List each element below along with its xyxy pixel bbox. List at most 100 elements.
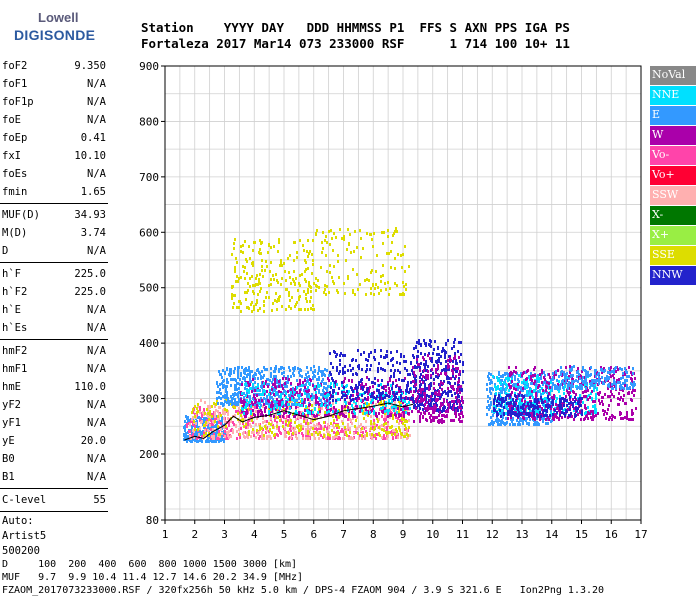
echo-point: [197, 403, 199, 406]
echo-point: [296, 401, 298, 404]
echo-point: [420, 412, 422, 415]
echo-point: [323, 386, 325, 389]
echo-point: [300, 308, 302, 311]
echo-point: [424, 398, 426, 401]
echo-point: [392, 414, 394, 417]
echo-point: [365, 358, 367, 361]
echo-point: [305, 268, 307, 271]
echo-point: [445, 392, 447, 395]
echo-point: [435, 368, 437, 371]
echo-point: [507, 410, 509, 413]
echo-point: [345, 402, 347, 405]
echo-point: [196, 420, 198, 423]
echo-point: [349, 418, 351, 421]
echo-point: [356, 273, 358, 276]
echo-point: [298, 431, 300, 434]
echo-point: [333, 232, 335, 235]
echo-point: [292, 372, 294, 375]
echo-point: [252, 403, 254, 406]
echo-point: [184, 429, 186, 432]
echo-point: [324, 400, 326, 403]
echo-point: [550, 409, 552, 412]
echo-point: [630, 371, 632, 374]
echo-point: [387, 383, 389, 386]
echo-point: [255, 399, 257, 402]
echo-point: [422, 408, 424, 411]
echo-point: [296, 301, 298, 304]
echo-point: [259, 290, 261, 293]
echo-point: [409, 388, 411, 391]
echo-point: [248, 419, 250, 422]
echo-point: [320, 434, 322, 437]
echo-point: [270, 283, 272, 286]
echo-point: [513, 370, 515, 373]
echo-point: [324, 284, 326, 287]
echo-point: [356, 390, 358, 393]
echo-point: [444, 356, 446, 359]
echo-point: [419, 407, 421, 410]
echo-point: [609, 369, 611, 372]
echo-point: [278, 299, 280, 302]
echo-point: [488, 408, 490, 411]
echo-point: [437, 373, 439, 376]
echo-point: [225, 388, 227, 391]
echo-point: [381, 231, 383, 234]
echo-point: [358, 425, 360, 428]
echo-point: [413, 390, 415, 393]
echo-point: [454, 412, 456, 415]
echo-point: [388, 252, 390, 255]
echo-point: [454, 355, 456, 358]
echo-point: [524, 400, 526, 403]
echo-point: [436, 404, 438, 407]
echo-point: [542, 420, 544, 423]
echo-point: [209, 413, 211, 416]
echo-point: [362, 247, 364, 250]
echo-point: [224, 385, 226, 388]
echo-point: [550, 412, 552, 415]
echo-point: [323, 391, 325, 394]
echo-point: [345, 411, 347, 414]
echo-point: [307, 422, 309, 425]
echo-point: [361, 409, 363, 412]
echo-point: [420, 343, 422, 346]
echo-point: [336, 289, 338, 292]
echo-point: [410, 362, 412, 365]
echo-point: [234, 294, 236, 297]
echo-point: [518, 386, 520, 389]
echo-point: [424, 386, 426, 389]
echo-point: [341, 428, 343, 431]
echo-point: [631, 391, 633, 394]
echo-point: [375, 412, 377, 415]
echo-point: [380, 280, 382, 283]
echo-point: [518, 380, 520, 383]
echo-point: [391, 433, 393, 436]
echo-point: [569, 406, 571, 409]
echo-point: [215, 403, 217, 406]
echo-point: [398, 400, 400, 403]
echo-point: [318, 403, 320, 406]
echo-point: [437, 376, 439, 379]
echo-point: [595, 408, 597, 411]
echo-point: [301, 375, 303, 378]
echo-point: [190, 420, 192, 423]
echo-point: [324, 414, 326, 417]
echo-point: [382, 242, 384, 245]
echo-point: [266, 390, 268, 393]
echo-point: [389, 390, 391, 393]
echo-point: [558, 390, 560, 393]
echo-point: [490, 416, 492, 419]
echo-point: [371, 433, 373, 436]
echo-point: [412, 398, 414, 401]
echo-point: [407, 436, 409, 439]
echo-point: [242, 265, 244, 268]
echo-point: [388, 293, 390, 296]
echo-point: [401, 266, 403, 269]
echo-point: [253, 395, 255, 398]
echo-point: [613, 395, 615, 398]
echo-point: [341, 237, 343, 240]
echo-point: [290, 282, 292, 285]
echo-point: [509, 396, 511, 399]
echo-point: [513, 401, 515, 404]
echo-point: [540, 393, 542, 396]
echo-point: [515, 399, 517, 402]
